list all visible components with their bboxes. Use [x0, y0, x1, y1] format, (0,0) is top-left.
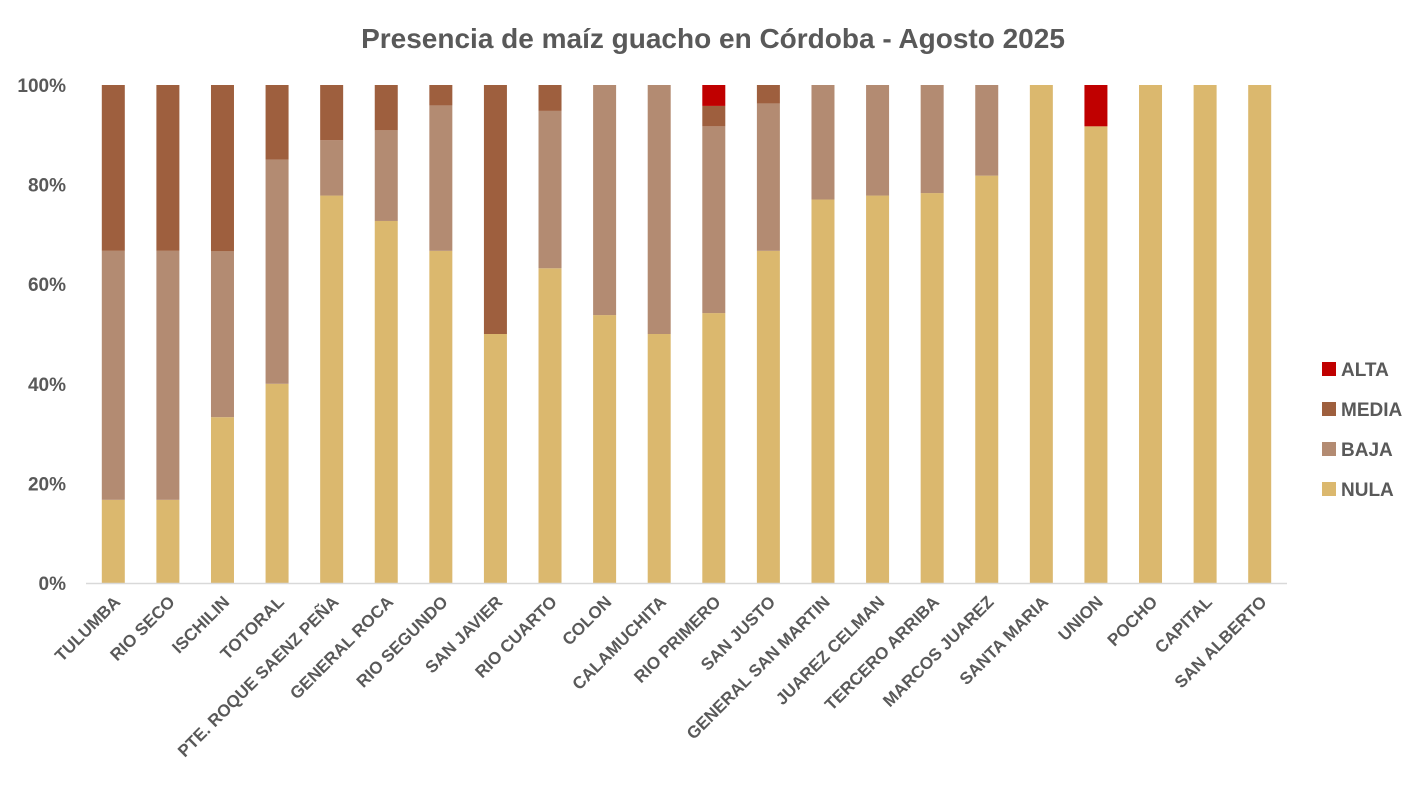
bar-general-roca-nula [374, 220, 398, 583]
x-tick-label-san-alberto: SAN ALBERTO [1171, 592, 1271, 692]
bar-union-alta [1084, 85, 1108, 127]
bar-tercero-arriba-nula [920, 193, 944, 583]
bar-totoral-baja [265, 159, 289, 384]
bar-juarez-celman-baja [866, 85, 890, 196]
bar-marcos-juarez-nula [975, 175, 999, 583]
bar-general-roca-media [374, 85, 398, 131]
bar-rio-segundo-media [429, 85, 453, 106]
bar-pte-roque-saenz-pena-nula [320, 195, 344, 583]
bar-capital-nula [1193, 85, 1217, 583]
legend-label-media: MEDIA [1341, 400, 1403, 421]
bar-calamuchita-nula [647, 334, 671, 583]
legend-swatch-nula [1322, 482, 1336, 496]
bar-ischilin-media [210, 85, 234, 252]
bar-calamuchita-baja [647, 85, 671, 334]
bar-general-roca-baja [374, 130, 398, 221]
bar-general-san-martin-nula [811, 199, 835, 584]
x-tick-label-general-roca: GENERAL ROCA [286, 592, 397, 703]
bar-rio-cuarto-media [538, 85, 562, 111]
x-tick-label-union: UNION [1055, 592, 1107, 644]
legend-swatch-baja [1322, 442, 1336, 456]
y-tick-label-60: 60% [28, 275, 66, 296]
bar-san-justo-baja [756, 103, 780, 251]
y-tick-label-100: 100% [17, 76, 66, 97]
bar-general-san-martin-baja [811, 85, 835, 200]
bar-tercero-arriba-baja [920, 85, 944, 194]
bar-rio-seco-media [156, 85, 180, 251]
bar-rio-cuarto-nula [538, 268, 562, 583]
bar-ischilin-baja [210, 251, 234, 418]
bar-colon-baja [593, 85, 617, 316]
bar-rio-seco-baja [156, 250, 180, 500]
legend-swatch-alta [1322, 362, 1336, 376]
bar-rio-primero-nula [702, 313, 726, 583]
y-axis-labels: 0% 20% 40% 60% 80% 100% [17, 76, 66, 595]
bar-rio-segundo-nula [429, 250, 453, 583]
bar-tulumba-nula [101, 499, 125, 583]
bars [101, 85, 1272, 584]
chart-title: Presencia de maíz guacho en Córdoba - Ag… [361, 23, 1065, 54]
legend-swatch-media [1322, 402, 1336, 416]
bar-santa-maria-nula [1029, 85, 1053, 583]
bar-san-justo-nula [756, 250, 780, 583]
bar-marcos-juarez-baja [975, 85, 999, 176]
y-tick-label-40: 40% [28, 375, 66, 396]
bar-rio-primero-alta [702, 85, 726, 106]
bar-rio-primero-baja [702, 126, 726, 314]
bar-san-justo-media [756, 85, 780, 104]
bar-pocho-nula [1139, 85, 1163, 583]
bar-rio-segundo-baja [429, 105, 453, 251]
legend-label-nula: NULA [1341, 480, 1394, 501]
legend-label-alta: ALTA [1341, 360, 1389, 381]
bar-rio-seco-nula [156, 499, 180, 583]
bar-san-javier-nula [483, 334, 507, 583]
legend: ALTA MEDIA BAJA NULA [1322, 360, 1403, 501]
legend-label-baja: BAJA [1341, 440, 1393, 461]
y-tick-label-80: 80% [28, 176, 66, 197]
bar-rio-primero-media [702, 105, 726, 127]
bar-totoral-nula [265, 383, 289, 583]
bar-totoral-media [265, 85, 289, 160]
bar-san-alberto-nula [1248, 85, 1272, 583]
bar-pte-roque-saenz-pena-baja [320, 140, 344, 196]
bar-ischilin-nula [210, 417, 234, 583]
bar-juarez-celman-nula [866, 195, 890, 583]
bar-rio-cuarto-baja [538, 110, 562, 269]
bar-san-javier-media [483, 85, 507, 334]
y-tick-label-20: 20% [28, 474, 66, 495]
bar-pte-roque-saenz-pena-media [320, 85, 344, 141]
x-tick-label-calamuchita: CALAMUCHITA [569, 592, 670, 693]
bar-tulumba-baja [101, 250, 125, 500]
bar-colon-nula [593, 315, 617, 583]
y-tick-label-0: 0% [39, 574, 67, 595]
bar-union-nula [1084, 126, 1108, 583]
bar-tulumba-media [101, 85, 125, 251]
